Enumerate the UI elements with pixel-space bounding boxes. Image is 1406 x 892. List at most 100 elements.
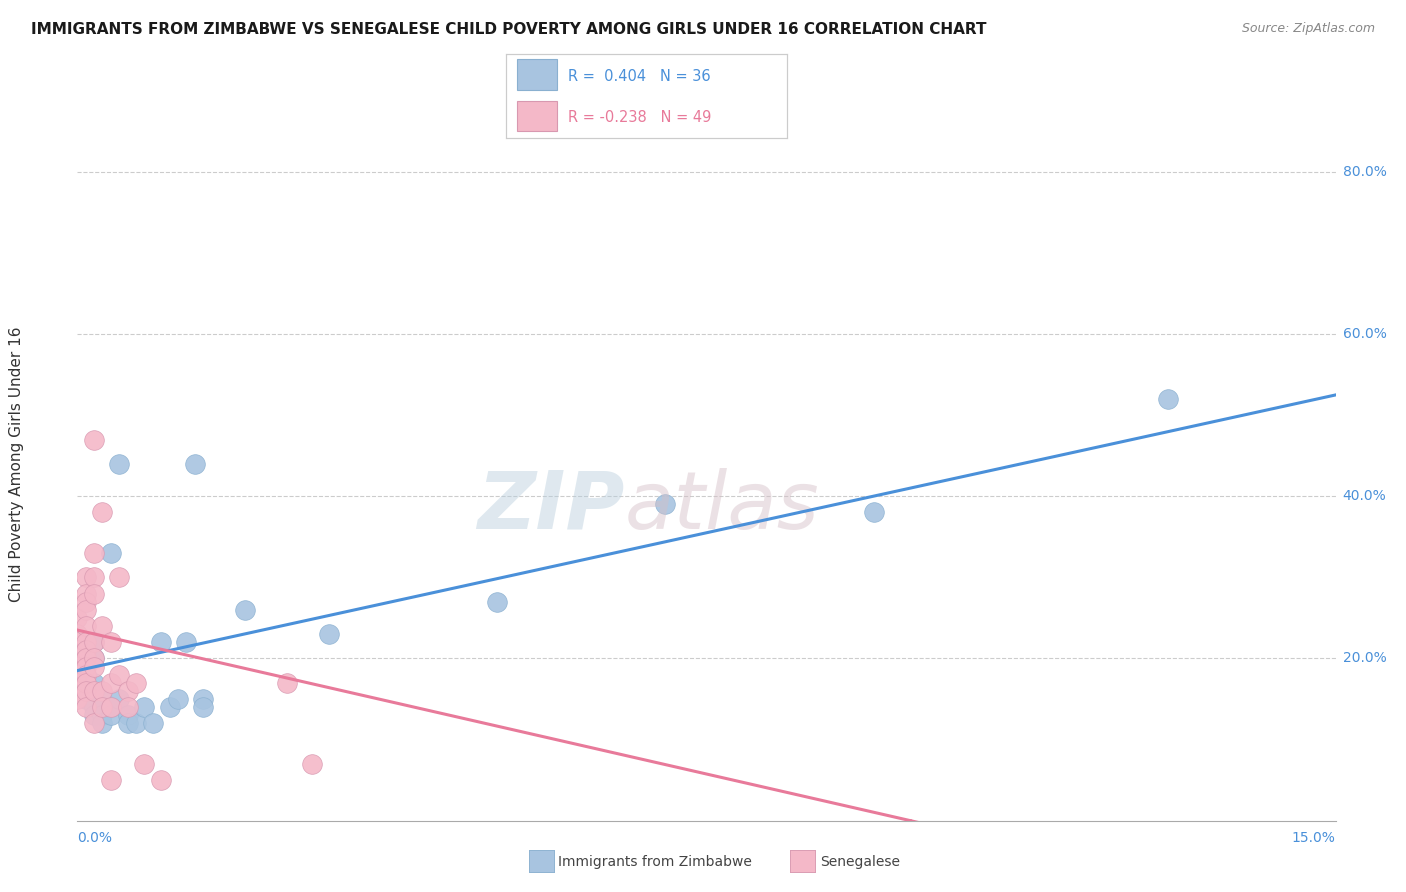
Text: 15.0%: 15.0%: [1292, 831, 1336, 846]
Point: [108, 457, 131, 471]
Point: [75, 667, 97, 681]
Point: [66, 611, 89, 625]
Point: [66, 684, 89, 698]
Text: R =  0.404   N = 36: R = 0.404 N = 36: [568, 69, 710, 84]
Point: [83, 586, 105, 600]
Bar: [517, 101, 557, 131]
Point: [75, 692, 97, 706]
Point: [191, 700, 215, 714]
Point: [125, 716, 148, 731]
Point: [176, 635, 198, 649]
Point: [66, 651, 89, 665]
Point: [117, 684, 139, 698]
Text: ZIP: ZIP: [478, 467, 624, 546]
Point: [159, 700, 181, 714]
Text: 40.0%: 40.0%: [1343, 490, 1386, 503]
Point: [100, 773, 122, 788]
Point: [83, 546, 105, 560]
Point: [91, 700, 114, 714]
Point: [83, 651, 105, 665]
Point: [75, 675, 97, 690]
Point: [100, 675, 122, 690]
Point: [66, 659, 89, 673]
Point: [75, 651, 97, 665]
Point: [75, 684, 97, 698]
Point: [75, 643, 97, 657]
Text: 80.0%: 80.0%: [1343, 165, 1386, 179]
Text: 0.0%: 0.0%: [77, 831, 112, 846]
Point: [150, 635, 173, 649]
Point: [91, 708, 114, 723]
Point: [66, 675, 89, 690]
Point: [142, 716, 165, 731]
Point: [83, 433, 105, 447]
Point: [100, 700, 122, 714]
Point: [66, 635, 89, 649]
Point: [100, 635, 122, 649]
Point: [66, 643, 89, 657]
Point: [66, 627, 89, 641]
Point: [66, 692, 89, 706]
Point: [75, 603, 97, 617]
Point: [75, 586, 97, 600]
Point: [75, 667, 97, 681]
Point: [75, 675, 97, 690]
Text: Senegalese: Senegalese: [820, 855, 900, 869]
Point: [83, 635, 105, 649]
Text: Child Poverty Among Girls Under 16: Child Poverty Among Girls Under 16: [10, 326, 24, 601]
Point: [83, 700, 105, 714]
Point: [100, 546, 122, 560]
Point: [184, 457, 207, 471]
Point: [654, 497, 676, 511]
Point: [83, 675, 105, 690]
Point: [108, 692, 131, 706]
Text: R = -0.238   N = 49: R = -0.238 N = 49: [568, 110, 711, 125]
Point: [91, 684, 114, 698]
Text: 60.0%: 60.0%: [1343, 327, 1386, 341]
Point: [134, 700, 156, 714]
Text: IMMIGRANTS FROM ZIMBABWE VS SENEGALESE CHILD POVERTY AMONG GIRLS UNDER 16 CORREL: IMMIGRANTS FROM ZIMBABWE VS SENEGALESE C…: [31, 22, 987, 37]
Point: [75, 595, 97, 609]
Point: [1157, 392, 1180, 406]
Point: [100, 700, 122, 714]
Point: [91, 716, 114, 731]
Point: [83, 635, 105, 649]
Point: [233, 603, 256, 617]
Point: [108, 667, 131, 681]
Point: [108, 570, 131, 584]
Point: [91, 506, 114, 520]
Point: [75, 635, 97, 649]
Point: [485, 595, 508, 609]
Point: [134, 756, 156, 771]
Text: Source: ZipAtlas.com: Source: ZipAtlas.com: [1241, 22, 1375, 36]
Point: [83, 716, 105, 731]
Text: atlas: atlas: [624, 467, 820, 546]
Point: [117, 708, 139, 723]
Bar: [517, 60, 557, 90]
Point: [150, 773, 173, 788]
Point: [318, 627, 340, 641]
Point: [91, 619, 114, 633]
Point: [191, 692, 215, 706]
Point: [83, 651, 105, 665]
Point: [75, 619, 97, 633]
Point: [83, 708, 105, 723]
Point: [75, 659, 97, 673]
Text: Immigrants from Zimbabwe: Immigrants from Zimbabwe: [558, 855, 752, 869]
Point: [276, 675, 298, 690]
Point: [91, 692, 114, 706]
Point: [100, 708, 122, 723]
Point: [91, 700, 114, 714]
Point: [75, 684, 97, 698]
Point: [117, 716, 139, 731]
Point: [75, 700, 97, 714]
Point: [301, 756, 323, 771]
Point: [167, 692, 190, 706]
Point: [863, 506, 886, 520]
Text: 20.0%: 20.0%: [1343, 651, 1386, 665]
Point: [83, 570, 105, 584]
Point: [117, 700, 139, 714]
Point: [83, 684, 105, 698]
Point: [125, 675, 148, 690]
Point: [83, 659, 105, 673]
